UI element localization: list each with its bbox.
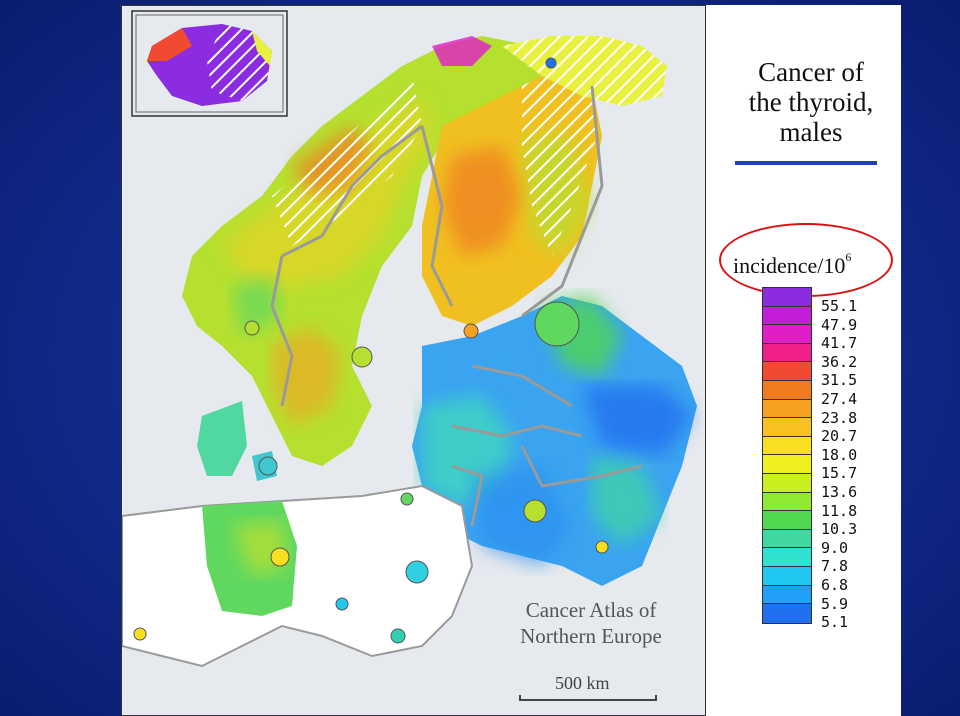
city-marker [523, 499, 547, 523]
map-svg [122, 10, 697, 668]
legend-label: 41.7 [821, 334, 858, 353]
source-credit: Cancer Atlas of Northern Europe [491, 597, 691, 649]
legend-label: 10.3 [821, 520, 858, 539]
legend-label: 7.8 [821, 557, 849, 576]
figure-panel: Cancer of the thyroid, males incidence/1… [121, 5, 901, 716]
region-kola [432, 36, 667, 106]
legend-color-scale [762, 287, 812, 624]
legend-swatch [763, 380, 811, 400]
title-line: Cancer of [758, 57, 864, 87]
legend-label: 5.1 [821, 613, 849, 632]
legend-swatch [763, 306, 811, 326]
credit-line: Northern Europe [520, 624, 662, 648]
scale-bar [519, 695, 657, 701]
legend-label: 18.0 [821, 445, 858, 464]
legend-swatch [763, 418, 811, 437]
region-no-data [122, 484, 474, 668]
city-marker [258, 456, 278, 476]
legend-label: 36.2 [821, 352, 858, 371]
legend-swatch [763, 529, 811, 549]
legend-label: 23.8 [821, 408, 858, 427]
unit-text: incidence/10 [733, 253, 846, 278]
legend-swatch [763, 548, 811, 567]
legend-label: 13.6 [821, 482, 858, 501]
legend-swatch [763, 436, 811, 456]
city-marker [351, 346, 373, 368]
legend-label: 47.9 [821, 315, 858, 334]
city-marker [133, 627, 147, 641]
region-finland [422, 66, 602, 326]
title-line: males [779, 117, 843, 147]
legend-label: 20.7 [821, 427, 858, 446]
legend-swatch [763, 585, 811, 605]
legend-label: 9.0 [821, 538, 849, 557]
city-marker [405, 560, 429, 584]
legend-swatch [763, 362, 811, 381]
legend-unit-label: incidence/106 [733, 249, 852, 279]
city-marker [270, 547, 290, 567]
city-marker [400, 492, 414, 506]
legend-swatch [763, 288, 811, 307]
legend-value-labels: 55.1 47.9 41.7 36.2 31.5 27.4 23.8 20.7 18.0 15.7… [821, 297, 857, 632]
legend-label: 31.5 [821, 371, 858, 390]
legend-label: 6.8 [821, 575, 849, 594]
legend-label: 5.9 [821, 594, 849, 613]
legend-swatch [763, 325, 811, 344]
title-line: the thyroid, [748, 87, 874, 117]
city-marker [390, 628, 406, 644]
city-marker [545, 57, 557, 69]
legend-swatch [763, 473, 811, 493]
borders [270, 85, 643, 527]
unit-exponent: 6 [845, 249, 852, 264]
credit-line: Cancer Atlas of [525, 598, 657, 622]
city-marker [534, 301, 580, 347]
title-underline [735, 161, 877, 165]
legend-label: 11.8 [821, 501, 858, 520]
legend-swatch [763, 455, 811, 474]
city-markers [133, 57, 609, 644]
legend-label: 15.7 [821, 464, 858, 483]
scale-bar-label: 500 km [555, 673, 610, 693]
city-marker [595, 540, 609, 554]
legend-label: 27.4 [821, 389, 858, 408]
legend-label: 55.1 [821, 297, 858, 315]
legend-swatch [763, 511, 811, 530]
map-title: Cancer of the thyroid, males [721, 57, 901, 147]
city-marker [244, 320, 260, 336]
legend-swatch [763, 399, 811, 419]
iceland-inset [131, 10, 288, 117]
choropleth-map [121, 5, 706, 716]
legend-swatch [763, 604, 811, 623]
legend-swatch [763, 343, 811, 363]
legend-swatch [763, 492, 811, 512]
legend-swatch [763, 566, 811, 586]
city-marker [335, 597, 349, 611]
city-marker [463, 323, 479, 339]
region-scandinavia [182, 36, 552, 466]
